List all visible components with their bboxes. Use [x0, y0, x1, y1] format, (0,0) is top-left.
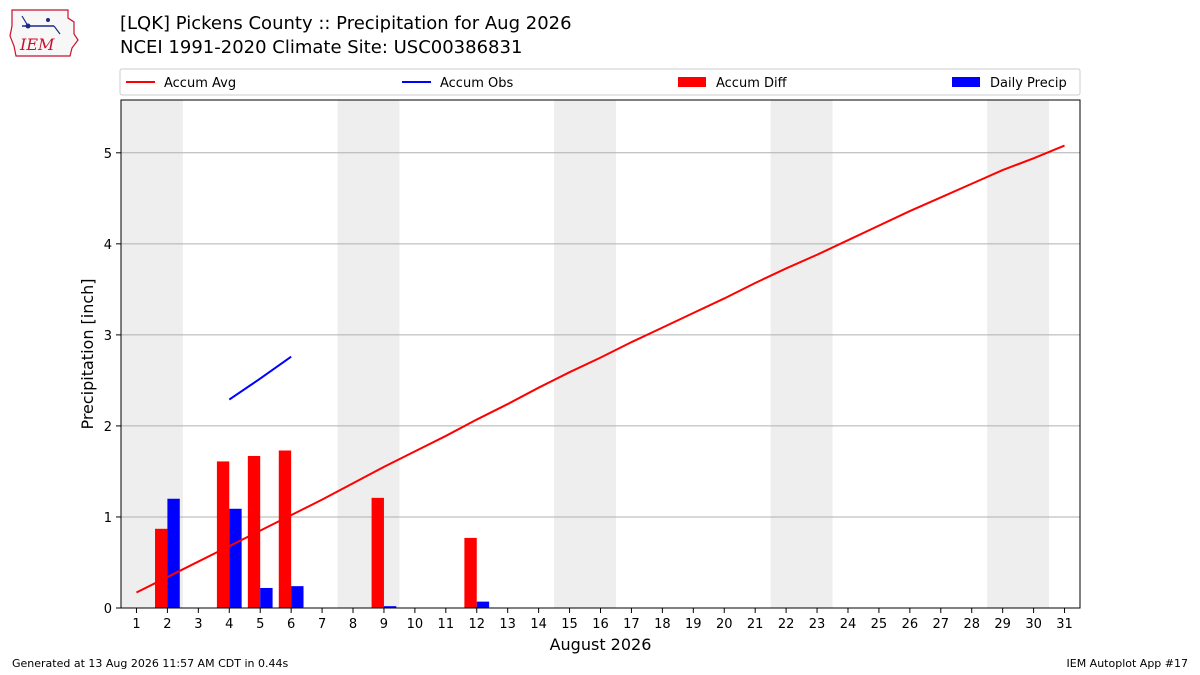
x-tick-label: 22	[778, 617, 795, 632]
y-tick-label: 3	[104, 329, 112, 344]
chart-title-line1: [LQK] Pickens County :: Precipitation fo…	[120, 13, 572, 34]
x-tick-label: 10	[407, 617, 424, 632]
y-axis-label: Precipitation [inch]	[78, 278, 97, 429]
x-tick-label: 3	[194, 617, 202, 632]
daily-precip-bar	[476, 601, 490, 608]
legend-label-accum-avg: Accum Avg	[164, 76, 236, 91]
generated-timestamp: Generated at 13 Aug 2026 11:57 AM CDT in…	[12, 657, 289, 670]
lines	[136, 144, 1065, 594]
accum-avg-line	[136, 144, 1065, 594]
legend-swatch-accum-diff	[678, 77, 706, 87]
x-tick-label: 8	[349, 617, 357, 632]
x-tick-label: 2	[163, 617, 171, 632]
legend-swatch-daily-precip	[952, 77, 980, 87]
x-tick-label: 13	[499, 617, 516, 632]
x-tick-label: 20	[716, 617, 733, 632]
x-tick-label: 28	[963, 617, 980, 632]
legend-label-daily-precip: Daily Precip	[990, 76, 1067, 91]
weekend-shade	[987, 100, 1050, 608]
bars	[155, 450, 490, 608]
x-tick-label: 14	[530, 617, 547, 632]
x-tick-label: 1	[132, 617, 140, 632]
x-tick-label: 11	[438, 617, 455, 632]
x-tick-label: 16	[592, 617, 609, 632]
x-tick-label: 17	[623, 617, 640, 632]
x-tick-label: 4	[225, 617, 233, 632]
legend: Accum Avg Accum Obs Accum Diff Daily Precip	[119, 68, 1081, 96]
daily-precip-bar	[291, 586, 304, 608]
x-tick-label: 6	[287, 617, 295, 632]
x-tick-label: 30	[1025, 617, 1042, 632]
x-tick-label: 15	[561, 617, 578, 632]
x-tick-label: 7	[318, 617, 326, 632]
x-tick-label: 19	[685, 617, 702, 632]
x-axis-label: August 2026	[550, 635, 652, 654]
chart-title-line2: NCEI 1991-2020 Climate Site: USC00386831	[120, 37, 523, 58]
accum-diff-bar	[216, 461, 230, 608]
y-tick-label: 0	[104, 602, 112, 617]
weekend-shade	[770, 100, 833, 608]
daily-precip-bar	[260, 587, 273, 608]
x-tick-label: 31	[1056, 617, 1073, 632]
y-tick-label: 2	[104, 420, 112, 435]
accum-diff-bar	[247, 455, 261, 608]
y-tick-label: 1	[104, 511, 112, 526]
x-tick-label: 21	[747, 617, 764, 632]
accum-diff-bar	[155, 528, 168, 608]
weekend-shade	[337, 100, 400, 608]
x-tick-label: 25	[871, 617, 888, 632]
y-tick-label: 4	[104, 238, 112, 253]
axis-ticks: 1 2 3 4 5 6 7 8 9 10 11 12 13 14 15 16 17 18 19 20 21 22 23 24 2…	[104, 147, 1073, 632]
y-tick-label: 5	[104, 147, 112, 162]
x-tick-label: 5	[256, 617, 264, 632]
x-tick-label: 23	[809, 617, 826, 632]
accum-diff-bar	[464, 537, 477, 608]
daily-precip-bar	[229, 508, 242, 608]
x-tick-label: 12	[468, 617, 485, 632]
x-tick-label: 24	[840, 617, 857, 632]
app-label: IEM Autoplot App #17	[1066, 657, 1189, 670]
x-tick-label: 29	[994, 617, 1011, 632]
daily-precip-bar	[167, 498, 180, 608]
x-tick-label: 18	[654, 617, 671, 632]
x-tick-label: 26	[902, 617, 919, 632]
legend-label-accum-diff: Accum Diff	[716, 76, 788, 91]
x-tick-label: 9	[380, 617, 388, 632]
accum-diff-bar	[278, 450, 292, 608]
accum-diff-bar	[371, 497, 384, 608]
legend-label-accum-obs: Accum Obs	[440, 76, 513, 91]
legend-box	[119, 68, 1081, 96]
weekend-shading	[121, 100, 1050, 608]
svg-text:IEM: IEM	[19, 35, 55, 54]
x-tick-label: 27	[933, 617, 950, 632]
accum-obs-line	[228, 355, 292, 401]
daily-precip-bar	[383, 606, 397, 608]
iem-logo-icon: IEM	[9, 9, 79, 57]
